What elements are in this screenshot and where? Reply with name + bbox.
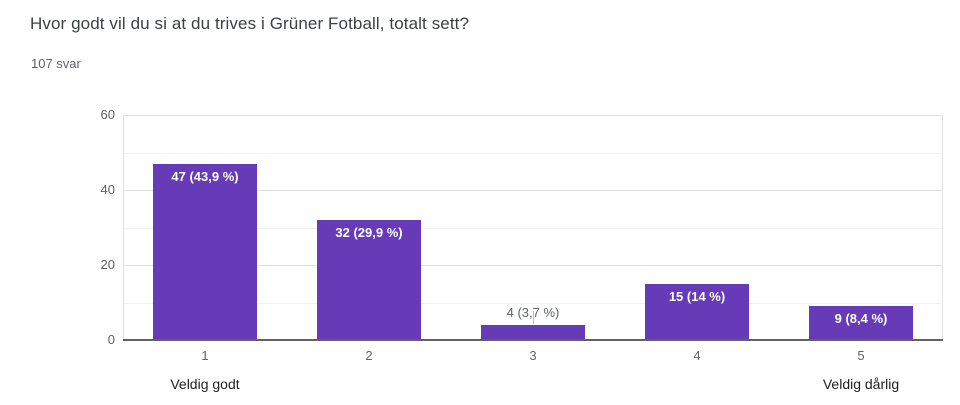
y-tick-label: 40 [100,182,115,197]
gridline-major [123,115,943,116]
gridline-minor [123,302,943,304]
question-title: Hvor godt vil du si at du trives i Grüne… [30,14,470,33]
plot-left-border [123,115,124,340]
gridline-minor [123,152,943,154]
bar [317,220,421,340]
bar-value-label: 32 (29,9 %) [335,225,403,240]
y-tick-label: 20 [100,257,115,272]
response-count: 107 svar [31,56,81,71]
x-axis-line [123,339,943,341]
bar-value-label: 15 (14 %) [668,289,726,304]
x-tick-label: 5 [857,348,865,363]
plot-area: 47 (43,9 %) 32 (29,9 %) 4 (3,7 %) 15 (14 %)… [123,115,943,341]
gridline-major [123,190,943,191]
bar [153,164,257,340]
gridline-major [123,265,943,266]
bar [809,306,913,340]
bar [481,325,585,340]
label-leader-line [533,311,534,324]
y-tick-label: 60 [100,107,115,122]
x-tick-label: 1 [201,348,209,363]
x-tick-label: 3 [529,348,537,363]
plot-right-border [942,115,943,340]
scale-max-label: Veldig dårlig [822,376,900,392]
y-tick-label: 0 [107,332,115,347]
bar [645,284,749,340]
x-tick-label: 2 [365,348,373,363]
bar-value-label: 47 (43,9 %) [171,169,239,184]
bar-value-label: 4 (3,7 %) [506,305,560,320]
gridline-minor [123,227,943,229]
scale-min-label: Veldig godt [170,376,240,392]
bar-value-label: 9 (8,4 %) [834,311,888,326]
x-tick-label: 4 [693,348,701,363]
